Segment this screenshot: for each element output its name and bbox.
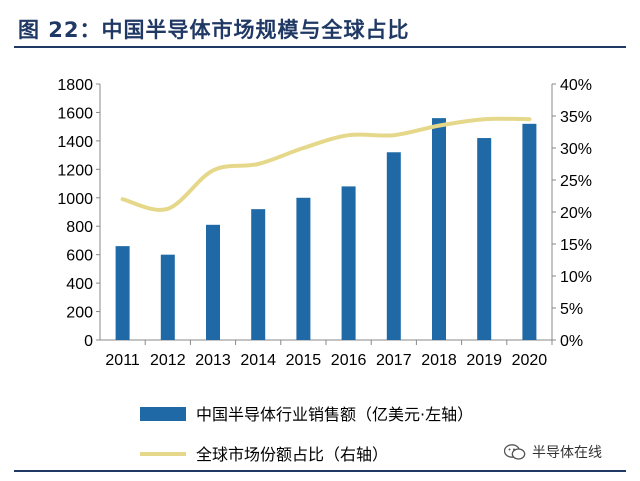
y-right-tick-label: 5%: [560, 301, 583, 318]
x-tick-label: 2013: [195, 352, 231, 369]
y-left-tick-label: 1000: [57, 191, 93, 208]
y-right-tick-label: 15%: [560, 237, 592, 254]
x-tick-label: 2011: [105, 352, 140, 369]
y-right-tick-label: 10%: [560, 269, 592, 286]
legend-label-bar: 中国半导体行业销售额（亿美元·左轴）: [196, 405, 473, 424]
legend-swatch-bar: [140, 407, 186, 421]
bar: [522, 123, 537, 340]
x-tick-label: 2014: [240, 352, 276, 369]
watermark-text: 半导体在线: [532, 445, 602, 461]
y-right-tick-label: 35%: [560, 109, 592, 126]
watermark: 半导体在线: [504, 442, 602, 462]
plot-area: 0 200 400 600 800 1000 1200 1400 1600 1800 0% 5% 10%…: [57, 77, 592, 369]
x-tick-label: 2019: [466, 352, 502, 369]
y-right-tick-label: 40%: [560, 77, 592, 94]
y-right-tick-label: 25%: [560, 173, 592, 190]
bar: [251, 209, 266, 340]
bar: [115, 246, 130, 340]
y-left-tick-label: 400: [66, 276, 93, 293]
legend-label-line: 全球市场份额占比（右轴）: [196, 445, 388, 464]
x-tick-label: 2012: [150, 352, 186, 369]
y-left-tick-label: 1400: [57, 134, 93, 151]
y-right-tick-label: 30%: [560, 141, 592, 158]
y-left-tick-label: 200: [66, 305, 93, 322]
y-left-tick-label: 1600: [57, 105, 93, 122]
x-tick-label: 2016: [331, 352, 367, 369]
y-right-tick-label: 20%: [560, 205, 592, 222]
legend: 中国半导体行业销售额（亿美元·左轴） 全球市场份额占比（右轴）: [140, 405, 473, 464]
bar: [341, 186, 356, 340]
y-left-tick-label: 1800: [57, 77, 93, 94]
y-left-tick-label: 1200: [57, 162, 93, 179]
bar: [160, 254, 175, 340]
bottom-rule: [14, 470, 626, 472]
bar: [206, 224, 220, 340]
figure-title: 图 22：中国半导体市场规模与全球占比: [18, 18, 410, 42]
bar: [386, 152, 401, 340]
x-tick-label: 2020: [512, 352, 548, 369]
share-line: [120, 116, 532, 212]
bar: [477, 138, 492, 340]
x-tick-label: 2017: [376, 352, 412, 369]
bar: [432, 118, 446, 340]
y-left-tick-label: 0: [84, 333, 93, 350]
wechat-icon: [504, 444, 526, 460]
y-left-tick-label: 600: [66, 248, 93, 265]
figure-header: 图 22：中国半导体市场规模与全球占比: [14, 8, 626, 48]
x-tick-label: 2018: [421, 352, 457, 369]
y-left-tick-label: 800: [66, 219, 93, 236]
y-right-tick-label: 0%: [560, 333, 583, 350]
x-tick-label: 2015: [286, 352, 322, 369]
bar: [296, 197, 311, 340]
